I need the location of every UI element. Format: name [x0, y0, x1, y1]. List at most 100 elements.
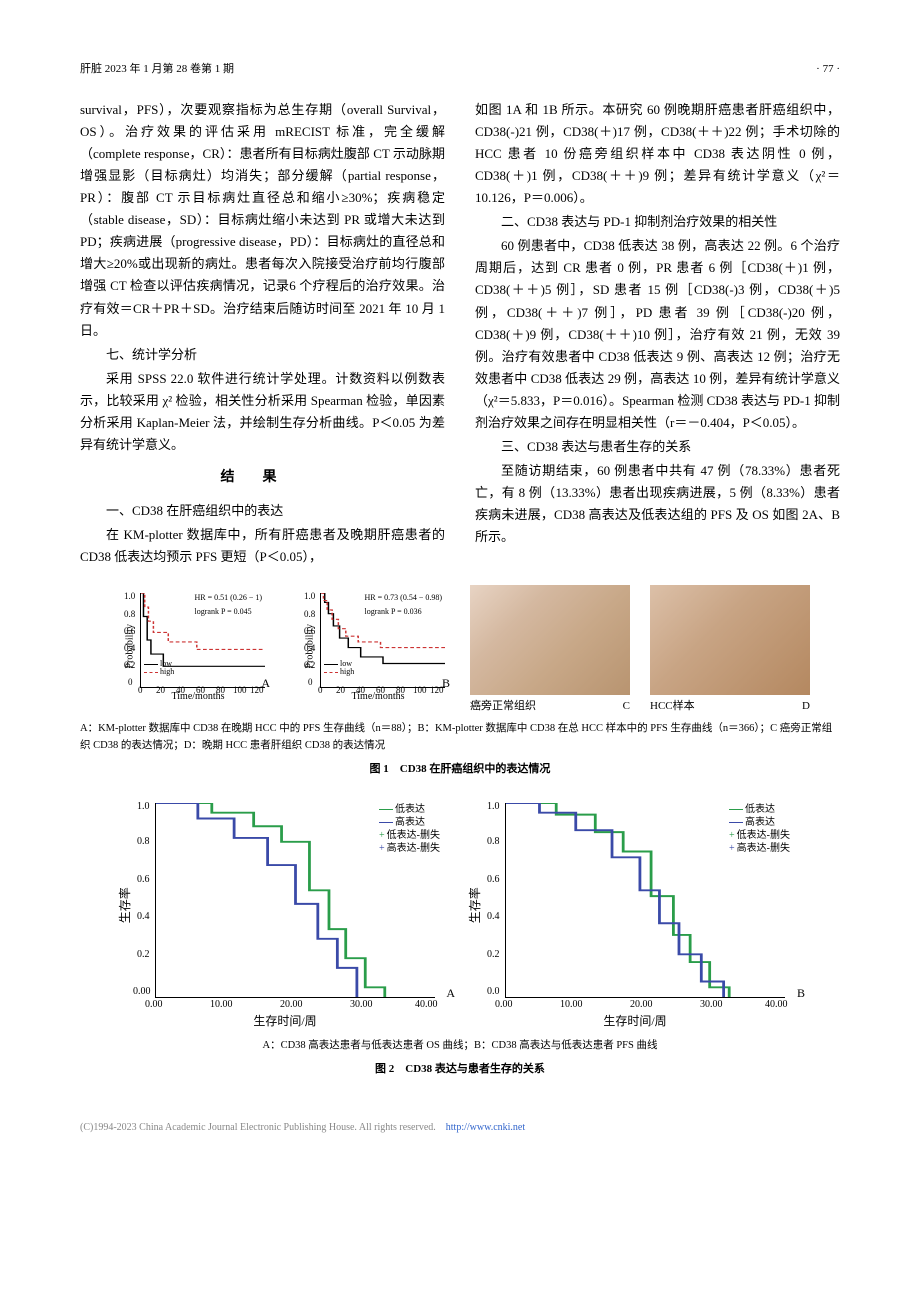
y1: 0.2: [124, 658, 135, 673]
col1-section-cd38: 一、CD38 在肝癌组织中的表达: [80, 500, 445, 522]
page-footer: (C)1994-2023 China Academic Journal Elec…: [80, 1119, 840, 1136]
col2-section-survival: 三、CD38 表达与患者生存的关系: [475, 436, 840, 458]
fig2-chart-a: 生存率 低表达 高表达 +低表达-删失 +高表达-删失 0.00 0.2 0.4…: [115, 793, 455, 1033]
by3: 0.6: [304, 624, 315, 639]
2ax4: 40.00: [415, 996, 438, 1013]
fig1-tissue-c: 癌旁正常组织 C: [470, 585, 630, 716]
fig1-chart-b: HR = 0.73 (0.54 − 0.98) logrank P = 0.03…: [290, 585, 450, 705]
fig1-caption: A：KM-plotter 数据库中 CD38 在晚期 HCC 中的 PFS 生存…: [80, 721, 840, 755]
tissue-c-image: [470, 585, 630, 695]
2by2: 0.4: [487, 908, 500, 925]
leg2b-high-cens: +高表达-删失: [729, 842, 790, 855]
chart-b-leg-high: high: [340, 668, 354, 677]
chart2a-ylabel: 生存率: [115, 883, 135, 923]
chart-a-low-line: [141, 593, 265, 666]
tissue-d-letter: D: [802, 697, 810, 716]
bx0: 0: [318, 683, 323, 698]
chart-a-high-line: [141, 593, 265, 649]
chart2a-high-line: [156, 803, 357, 997]
2by1: 0.2: [487, 946, 500, 963]
col2-section-pd1: 二、CD38 表达与 PD-1 抑制剂治疗效果的相关性: [475, 211, 840, 233]
2ay1: 0.2: [137, 946, 150, 963]
chart-a-leg-high: high: [160, 668, 174, 677]
figure-2-row: 生存率 低表达 高表达 +低表达-删失 +高表达-删失 0.00 0.2 0.4…: [80, 793, 840, 1033]
tissue-d-image: [650, 585, 810, 695]
chart-a-letter: A: [261, 673, 270, 693]
y4: 0.8: [124, 607, 135, 622]
column-left: survival，PFS），次要观察指标为总生存期（overall Surviv…: [80, 99, 445, 571]
leg2b-high: 高表达: [729, 816, 790, 829]
y2: 0.4: [124, 641, 135, 656]
fig2-chart-b: 生存率 低表达 高表达 +低表达-删失 +高表达-删失 0.0 0.2 0.4 …: [465, 793, 805, 1033]
y3: 0.6: [124, 624, 135, 639]
by5: 1.0: [304, 589, 315, 604]
chart2b-ylabel: 生存率: [465, 883, 485, 923]
2by3: 0.6: [487, 871, 500, 888]
page-header: 肝脏 2023 年 1 月第 28 卷第 1 期 · 77 ·: [80, 60, 840, 79]
by4: 0.8: [304, 607, 315, 622]
leg2a-low: 低表达: [379, 803, 440, 816]
leg2b-low-cens: +低表达-删失: [729, 829, 790, 842]
chart-b-xlabel: Time/months: [352, 688, 405, 705]
2by4: 0.8: [487, 833, 500, 850]
2bx0: 0.00: [495, 996, 513, 1013]
chart-b-letter: B: [442, 673, 450, 693]
col1-section-stats: 七、统计学分析: [80, 344, 445, 366]
2ay3: 0.6: [137, 871, 150, 888]
chart2a-xlabel: 生存时间/周: [253, 1011, 316, 1031]
figure-1-row: HR = 0.51 (0.26 − 1) logrank P = 0.045 P…: [80, 585, 840, 716]
fig2-caption: A：CD38 高表达患者与低表达患者 OS 曲线；B：CD38 高表达与低表达患…: [80, 1038, 840, 1055]
col2-p2: 60 例患者中，CD38 低表达 38 例，高表达 22 例。6 个治疗周期后，…: [475, 235, 840, 434]
results-heading: 结果: [80, 466, 445, 490]
tissue-c-label: 癌旁正常组织: [470, 697, 536, 716]
by1: 0.2: [304, 658, 315, 673]
2bx4: 40.00: [765, 996, 788, 1013]
col1-p3: 在 KM-plotter 数据库中，所有肝癌患者及晚期肝癌患者的 CD38 低表…: [80, 524, 445, 568]
col2-p1: 如图 1A 和 1B 所示。本研究 60 例晚期肝癌患者肝癌组织中，CD38(-…: [475, 99, 840, 209]
x5: 100: [233, 683, 247, 698]
fig2-title: 图 2 CD38 表达与患者生存的关系: [80, 1060, 840, 1079]
2by5: 1.0: [487, 798, 500, 815]
header-right: · 77 ·: [816, 60, 840, 79]
chart2a-letter: A: [446, 983, 455, 1003]
2bx1: 10.00: [560, 996, 583, 1013]
leg2a-low-cens: +低表达-删失: [379, 829, 440, 842]
tissue-c-letter: C: [623, 697, 630, 716]
2ay4: 0.8: [137, 833, 150, 850]
2bx3: 30.00: [700, 996, 723, 1013]
col1-p1: survival，PFS），次要观察指标为总生存期（overall Surviv…: [80, 99, 445, 342]
2ax1: 10.00: [210, 996, 233, 1013]
2ax0: 0.00: [145, 996, 163, 1013]
chart-b-low-line: [321, 593, 445, 664]
chart-b-high-line: [321, 593, 445, 648]
fig1-title: 图 1 CD38 在肝癌组织中的表达情况: [80, 760, 840, 779]
header-left: 肝脏 2023 年 1 月第 28 卷第 1 期: [80, 60, 234, 79]
bx1: 20: [336, 683, 345, 698]
x0: 0: [138, 683, 143, 698]
leg2a-high: 高表达: [379, 816, 440, 829]
chart2b-xlabel: 生存时间/周: [603, 1011, 666, 1031]
2ax3: 30.00: [350, 996, 373, 1013]
chart2b-letter: B: [797, 983, 805, 1003]
bx5: 100: [413, 683, 427, 698]
tissue-d-label: HCC样本: [650, 697, 695, 716]
fig1-chart-a: HR = 0.51 (0.26 − 1) logrank P = 0.045 P…: [110, 585, 270, 705]
chart-a-xlabel: Time/months: [172, 688, 225, 705]
col1-p2: 采用 SPSS 22.0 软件进行统计学处理。计数资料以例数表示，比较采用 χ²…: [80, 368, 445, 456]
footer-link[interactable]: http://www.cnki.net: [446, 1122, 525, 1133]
text-columns: survival，PFS），次要观察指标为总生存期（overall Surviv…: [80, 99, 840, 571]
leg2b-low: 低表达: [729, 803, 790, 816]
x1: 20: [156, 683, 165, 698]
column-right: 如图 1A 和 1B 所示。本研究 60 例晚期肝癌患者肝癌组织中，CD38(-…: [475, 99, 840, 571]
fig1-tissue-d: HCC样本 D: [650, 585, 810, 716]
2ay5: 1.0: [137, 798, 150, 815]
col2-p3: 至随访期结束，60 例患者中共有 47 例（78.33%）患者死亡，有 8 例（…: [475, 460, 840, 548]
2ay2: 0.4: [137, 908, 150, 925]
y0: 0: [128, 675, 133, 690]
by0: 0: [308, 675, 313, 690]
y5: 1.0: [124, 589, 135, 604]
by2: 0.4: [304, 641, 315, 656]
leg2a-high-cens: +高表达-删失: [379, 842, 440, 855]
footer-text: (C)1994-2023 China Academic Journal Elec…: [80, 1122, 436, 1133]
chart2b-low-line: [506, 803, 729, 997]
